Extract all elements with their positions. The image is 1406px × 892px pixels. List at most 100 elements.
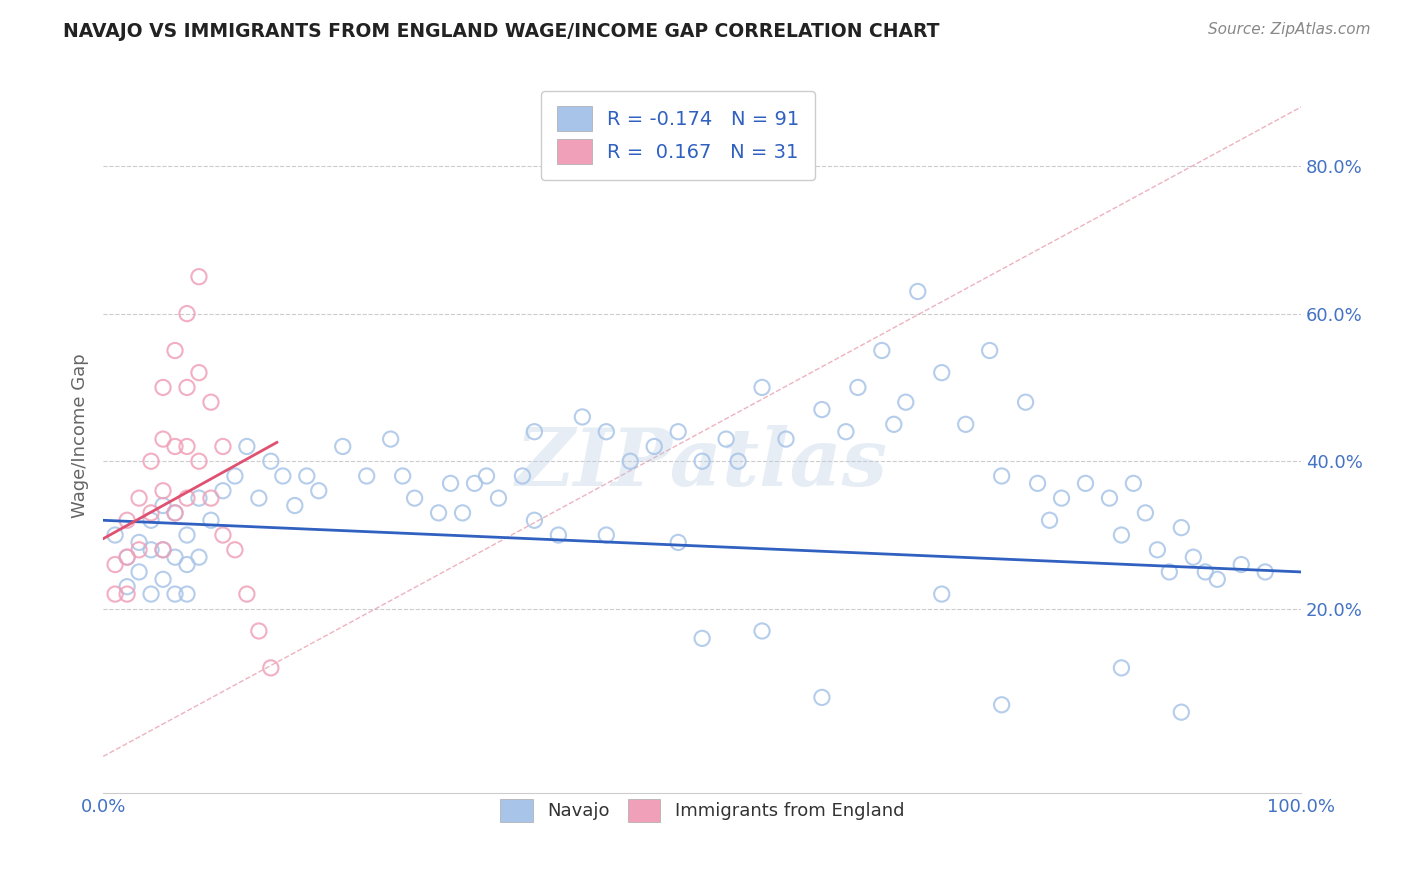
Point: [775, 432, 797, 446]
Point: [212, 528, 235, 542]
Point: [1074, 476, 1097, 491]
Point: [666, 425, 689, 439]
Point: [104, 558, 127, 572]
Point: [128, 491, 150, 505]
Point: [571, 409, 593, 424]
Point: [236, 440, 259, 454]
Point: [1050, 491, 1073, 505]
Point: [152, 380, 174, 394]
Point: [1026, 476, 1049, 491]
Point: [547, 528, 569, 542]
Point: [247, 491, 270, 505]
Text: ZIPatlas: ZIPatlas: [516, 425, 889, 503]
Point: [224, 542, 246, 557]
Point: [727, 454, 749, 468]
Point: [990, 469, 1012, 483]
Point: [115, 580, 138, 594]
Point: [115, 587, 138, 601]
Point: [512, 469, 534, 483]
Point: [115, 550, 138, 565]
Point: [128, 565, 150, 579]
Point: [811, 402, 834, 417]
Point: [835, 425, 858, 439]
Point: [128, 542, 150, 557]
Y-axis label: Wage/Income Gap: Wage/Income Gap: [72, 353, 89, 517]
Point: [128, 535, 150, 549]
Point: [451, 506, 474, 520]
Point: [163, 440, 186, 454]
Legend: Navajo, Immigrants from England: Navajo, Immigrants from England: [488, 786, 917, 834]
Point: [1170, 705, 1192, 719]
Point: [163, 587, 186, 601]
Point: [260, 661, 283, 675]
Point: [1146, 542, 1168, 557]
Point: [139, 542, 162, 557]
Point: [907, 285, 929, 299]
Point: [666, 535, 689, 549]
Point: [152, 542, 174, 557]
Point: [1038, 513, 1060, 527]
Point: [751, 380, 773, 394]
Point: [176, 587, 198, 601]
Point: [391, 469, 413, 483]
Point: [1230, 558, 1253, 572]
Point: [176, 491, 198, 505]
Point: [690, 632, 713, 646]
Point: [1182, 550, 1205, 565]
Point: [931, 587, 953, 601]
Point: [595, 528, 617, 542]
Point: [643, 440, 665, 454]
Point: [163, 550, 186, 565]
Point: [1111, 528, 1133, 542]
Point: [955, 417, 977, 432]
Point: [488, 491, 510, 505]
Point: [200, 491, 222, 505]
Point: [139, 506, 162, 520]
Point: [188, 454, 211, 468]
Point: [163, 506, 186, 520]
Point: [139, 513, 162, 527]
Point: [979, 343, 1001, 358]
Point: [152, 499, 174, 513]
Point: [523, 513, 546, 527]
Point: [931, 366, 953, 380]
Point: [439, 476, 461, 491]
Point: [1159, 565, 1181, 579]
Point: [152, 432, 174, 446]
Point: [1170, 521, 1192, 535]
Point: [990, 698, 1012, 712]
Point: [247, 624, 270, 638]
Point: [427, 506, 450, 520]
Point: [883, 417, 905, 432]
Point: [751, 624, 773, 638]
Point: [894, 395, 917, 409]
Text: NAVAJO VS IMMIGRANTS FROM ENGLAND WAGE/INCOME GAP CORRELATION CHART: NAVAJO VS IMMIGRANTS FROM ENGLAND WAGE/I…: [63, 22, 939, 41]
Point: [163, 506, 186, 520]
Point: [224, 469, 246, 483]
Point: [200, 395, 222, 409]
Point: [1206, 572, 1229, 586]
Point: [188, 491, 211, 505]
Point: [1254, 565, 1277, 579]
Point: [1014, 395, 1036, 409]
Point: [1135, 506, 1157, 520]
Point: [595, 425, 617, 439]
Point: [295, 469, 318, 483]
Point: [115, 550, 138, 565]
Point: [463, 476, 485, 491]
Point: [260, 454, 283, 468]
Point: [690, 454, 713, 468]
Point: [308, 483, 330, 498]
Point: [356, 469, 378, 483]
Point: [188, 269, 211, 284]
Point: [284, 499, 307, 513]
Point: [870, 343, 893, 358]
Point: [475, 469, 498, 483]
Point: [380, 432, 402, 446]
Point: [619, 454, 641, 468]
Point: [523, 425, 546, 439]
Point: [188, 550, 211, 565]
Point: [212, 440, 235, 454]
Point: [811, 690, 834, 705]
Point: [1194, 565, 1216, 579]
